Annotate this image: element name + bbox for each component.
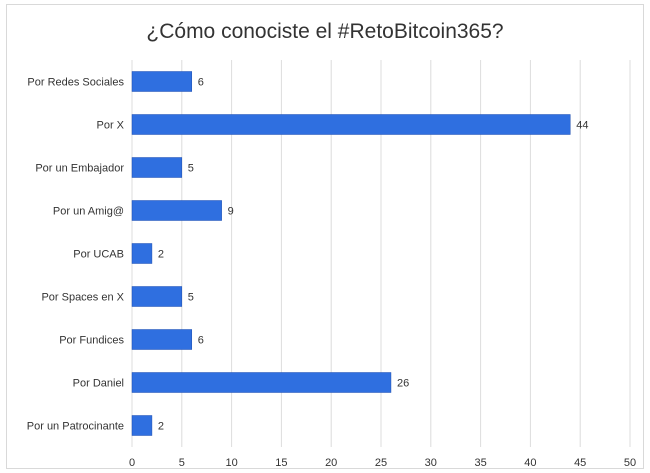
bar	[131, 114, 571, 135]
x-tick-label: 5	[179, 457, 185, 469]
data-label: 26	[397, 378, 409, 390]
bar	[131, 71, 193, 92]
data-label: 6	[198, 77, 204, 89]
data-label: 6	[198, 335, 204, 347]
category-label: Por Fundices	[59, 335, 124, 347]
bar	[131, 415, 153, 436]
category-label: Por Daniel	[73, 378, 124, 390]
x-tick-label: 25	[375, 457, 387, 469]
data-label: 2	[158, 421, 164, 433]
category-label: Por X	[96, 120, 124, 132]
x-axis-ticks: 0 5 10 15 20 25 30 35 40 45 50	[129, 457, 636, 469]
bars	[131, 71, 571, 436]
x-tick-label: 0	[129, 457, 135, 469]
bar	[131, 157, 183, 178]
x-tick-label: 45	[574, 457, 586, 469]
data-label: 2	[158, 249, 164, 261]
x-tick-label: 30	[425, 457, 437, 469]
data-label: 9	[228, 206, 234, 218]
category-label: Por un Embajador	[35, 163, 124, 175]
bar	[131, 329, 193, 350]
bar	[131, 200, 222, 221]
bar	[131, 286, 183, 307]
category-label: Por UCAB	[73, 249, 124, 261]
category-label: Por Redes Sociales	[27, 77, 124, 89]
x-tick-label: 35	[474, 457, 486, 469]
data-label: 5	[188, 163, 194, 175]
value-labels: 6 44 5 9 2 5 6 26 2	[158, 77, 589, 433]
x-tick-label: 20	[325, 457, 337, 469]
category-label: Por un Patrocinante	[27, 421, 124, 433]
x-tick-label: 15	[275, 457, 287, 469]
category-label: Por un Amig@	[53, 206, 124, 218]
bar	[131, 372, 392, 393]
data-label: 44	[576, 120, 588, 132]
x-tick-label: 10	[225, 457, 237, 469]
bar	[131, 243, 153, 264]
data-label: 5	[188, 292, 194, 304]
category-labels: Por Redes Sociales Por X Por un Embajador P…	[27, 77, 125, 433]
category-label: Por Spaces en X	[41, 292, 124, 304]
x-tick-label: 40	[524, 457, 536, 469]
chart-title: ¿Cómo conociste el #RetoBitcoin365?	[146, 20, 503, 43]
x-tick-label: 50	[624, 457, 636, 469]
